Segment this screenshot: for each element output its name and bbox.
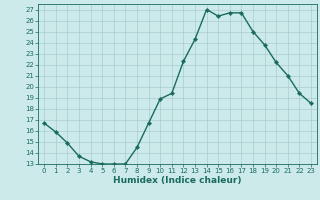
X-axis label: Humidex (Indice chaleur): Humidex (Indice chaleur) (113, 176, 242, 185)
